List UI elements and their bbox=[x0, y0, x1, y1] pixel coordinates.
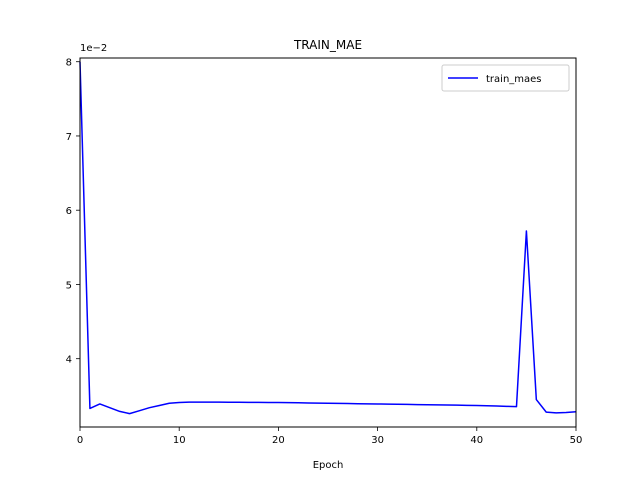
y-tick-label: 6 bbox=[66, 206, 72, 217]
x-tick-label: 10 bbox=[173, 435, 186, 446]
x-tick-label: 50 bbox=[570, 435, 583, 446]
y-tick-label: 5 bbox=[66, 280, 72, 291]
legend-box bbox=[441, 64, 570, 92]
x-tick-label: 0 bbox=[77, 435, 83, 446]
x-axis: 0 10 20 30 40 50 bbox=[77, 427, 583, 446]
x-tick-label: 40 bbox=[470, 435, 483, 446]
x-tick-label: 20 bbox=[272, 435, 285, 446]
y-tick-label: 8 bbox=[66, 58, 72, 69]
legend-label-train-maes: train_maes bbox=[486, 74, 542, 85]
plot-area bbox=[79, 61, 577, 415]
x-tick-label: 30 bbox=[371, 435, 384, 446]
chart-title: TRAIN_MAE bbox=[293, 38, 362, 52]
y-scale-label: 1e−2 bbox=[80, 43, 107, 54]
x-axis-label: Epoch bbox=[313, 460, 344, 471]
legend: train_maes bbox=[441, 64, 570, 92]
y-axis: 4 5 6 7 8 bbox=[66, 58, 80, 366]
y-tick-label: 4 bbox=[66, 355, 72, 366]
plot-frame bbox=[79, 57, 577, 428]
series-line-train-maes bbox=[79, 61, 577, 415]
y-tick-label: 7 bbox=[66, 132, 72, 143]
